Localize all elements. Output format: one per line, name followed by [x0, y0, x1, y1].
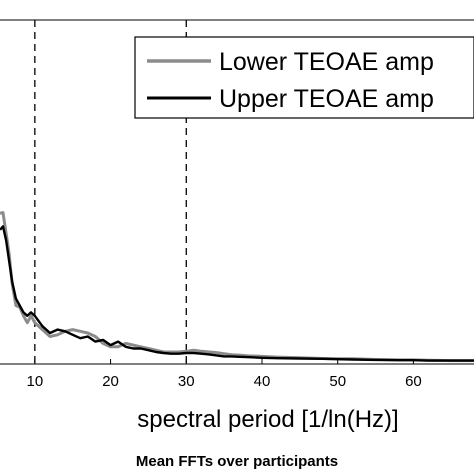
x-tick-label: 10	[26, 373, 43, 390]
x-tick-label: 30	[178, 373, 195, 390]
legend: Lower TEOAE amp Upper TEOAE amp	[134, 36, 474, 119]
x-axis-label: spectral period [1/ln(Hz)]	[137, 406, 398, 433]
reference-lines	[34, 20, 187, 364]
legend-label-lower: Lower TEOAE amp	[219, 48, 434, 76]
legend-box	[134, 36, 474, 119]
x-axis-ticks: 10 20 30 40 50 60	[26, 359, 422, 390]
axes-frame	[0, 19, 474, 365]
x-tick-label: 40	[254, 373, 271, 390]
x-tick-label: 60	[405, 373, 422, 390]
series-layer	[0, 211, 474, 363]
x-tick-label: 20	[102, 373, 119, 390]
x-tick-label: 50	[329, 373, 346, 390]
series-line-upper	[0, 225, 474, 362]
chart-caption: Mean FFTs over participants	[136, 453, 338, 470]
legend-label-upper: Upper TEOAE amp	[219, 85, 434, 113]
